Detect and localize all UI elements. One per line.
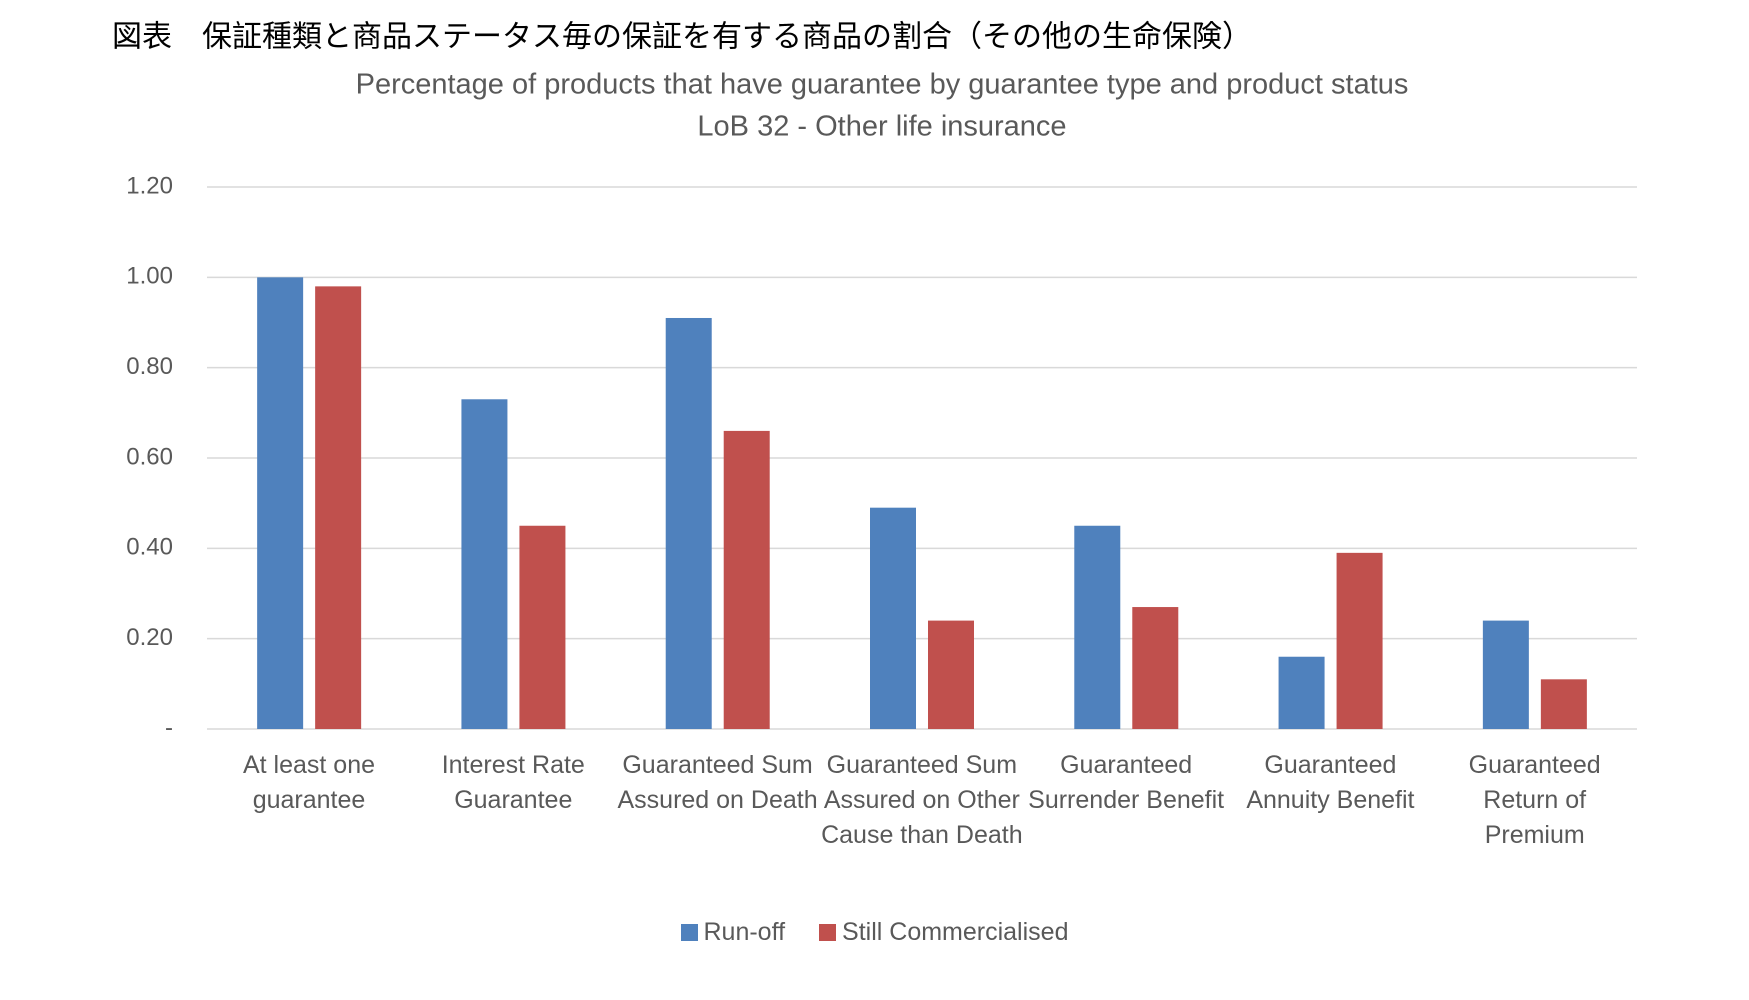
x-tick-label: Guaranteed Return of Premium — [1468, 751, 1601, 849]
legend-label: Still Commercialised — [842, 918, 1069, 946]
legend-swatch — [819, 924, 837, 941]
bar — [519, 525, 566, 729]
legend-swatch — [680, 924, 698, 941]
y-tick-label: - — [165, 714, 173, 741]
bar — [870, 507, 916, 729]
x-tick-label: Guaranteed Sum Assured on Other Cause th… — [821, 751, 1023, 849]
bar — [1074, 525, 1121, 729]
y-tick-label: 0.40 — [126, 534, 173, 561]
x-tick-label: Guaranteed Surrender Benefit — [1028, 751, 1225, 814]
legend-label: Run-off — [703, 918, 786, 946]
chart-title: 図表 保証種類と商品ステータス毎の保証を有する商品の割合（その他の生命保険） — [112, 20, 1252, 55]
bar — [1540, 679, 1587, 729]
bar — [723, 430, 770, 729]
y-tick-label: 0.20 — [126, 624, 173, 651]
bar — [928, 620, 974, 729]
bar — [1278, 656, 1325, 729]
x-tick-label: At least one guarantee — [242, 751, 376, 814]
bar — [665, 317, 712, 729]
x-tick-label: Interest Rate Guarantee — [441, 751, 585, 814]
y-tick-label: 1.20 — [126, 172, 173, 199]
legend-item: Still Commercialised — [819, 918, 1068, 947]
y-tick-label: 0.80 — [126, 353, 173, 380]
y-tick-label: 1.00 — [126, 263, 173, 290]
bar — [315, 286, 362, 729]
x-tick-label: Guaranteed Annuity Benefit — [1246, 751, 1415, 814]
bar — [1482, 620, 1529, 729]
bar — [1132, 607, 1179, 729]
bar — [461, 399, 508, 729]
bar — [257, 277, 304, 729]
chart-subtitle-2: LoB 32 - Other life insurance — [697, 111, 1066, 143]
x-tick-label: Guaranteed Sum Assured on Death — [617, 751, 818, 814]
bar — [1336, 552, 1383, 729]
chart-subtitle: Percentage of products that have guarant… — [356, 69, 1409, 101]
legend-item: Run-off — [680, 918, 786, 947]
legend: Run-off Still Commercialised — [0, 918, 1749, 947]
y-tick-label: 0.60 — [126, 443, 173, 470]
